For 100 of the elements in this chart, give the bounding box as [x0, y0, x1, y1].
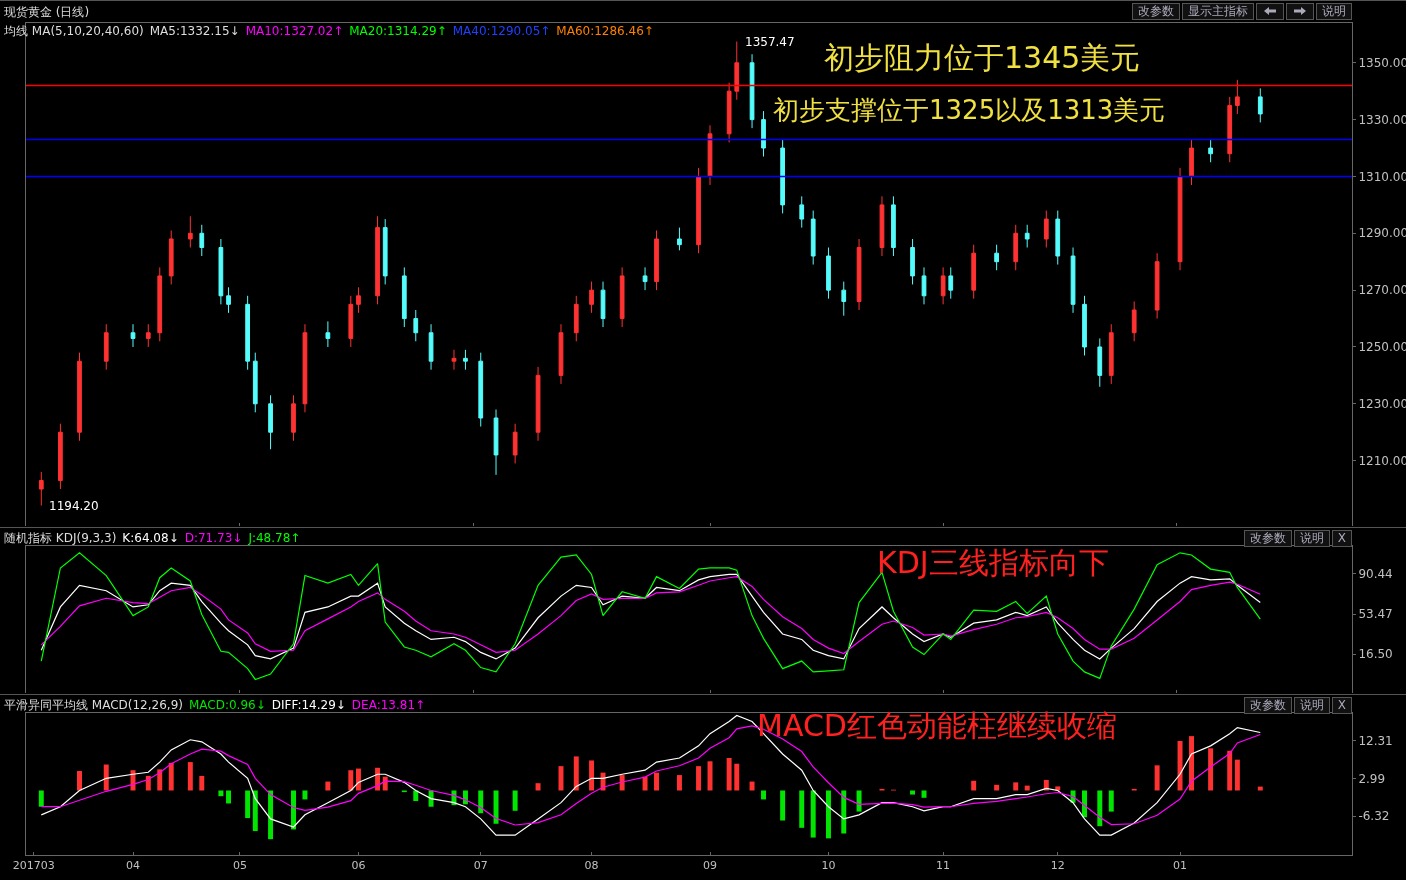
bar	[218, 790, 224, 797]
candlestick	[77, 352, 82, 442]
candlestick	[451, 349, 457, 371]
bar	[1227, 750, 1233, 791]
text: 说明	[1293, 530, 1330, 547]
chart-title: 现货黄金 (日线)	[4, 4, 90, 21]
candlestick	[910, 238, 915, 285]
candlestick	[558, 323, 564, 385]
bar	[1154, 765, 1160, 791]
candlestick	[382, 218, 388, 285]
candlestick	[1131, 301, 1137, 342]
candlestick	[600, 281, 606, 328]
candlestick	[187, 215, 193, 248]
candlestick	[226, 286, 231, 314]
candlestick	[799, 195, 805, 229]
candlestick	[826, 247, 831, 300]
candlestick	[841, 281, 847, 317]
bar	[761, 790, 766, 800]
candlestick	[375, 215, 380, 305]
candlestick	[1070, 247, 1076, 314]
bar	[77, 771, 82, 791]
candlestick	[749, 53, 755, 129]
bar	[168, 762, 174, 791]
candlestick	[1154, 252, 1160, 320]
x-tick-label: 01	[1173, 859, 1188, 873]
bar	[535, 783, 541, 791]
candlestick	[478, 352, 484, 428]
candlestick	[879, 195, 885, 257]
bar	[245, 790, 251, 819]
text: 改参数	[1243, 530, 1292, 547]
annotation: MA5:1332.15↓	[149, 24, 240, 38]
candlestick	[1097, 337, 1103, 388]
candlestick	[291, 394, 296, 442]
y-tick-label: 90.44	[1358, 567, 1393, 582]
candlestick	[921, 266, 927, 305]
candlestick	[573, 295, 579, 342]
candlestick	[168, 229, 174, 285]
bar	[910, 790, 916, 795]
candlestick	[218, 238, 224, 305]
candlestick	[302, 323, 308, 413]
y-tick-label: 53.47	[1358, 607, 1393, 622]
chart-title: 随机指标 KDJ(9,3,3)	[4, 531, 117, 545]
bar	[573, 756, 579, 791]
candlestick	[130, 323, 136, 348]
bar	[38, 790, 44, 807]
text: 显示主指标	[1182, 3, 1254, 20]
bar	[856, 790, 862, 812]
text: MACD:0.96↓	[188, 698, 266, 712]
bar	[799, 790, 805, 828]
bar	[226, 790, 232, 804]
x-tick-label: 201703	[12, 859, 55, 873]
candlestick	[1189, 139, 1194, 186]
candlestick	[245, 295, 251, 371]
candlestick	[356, 286, 361, 314]
x-tick-label: 10	[821, 859, 836, 873]
chart-title: 平滑异同平均线 MACD(12,26,9)	[4, 698, 183, 712]
bar	[642, 776, 648, 791]
y-tick-label: -6.32	[1358, 809, 1390, 824]
annotation: MA40:1290.05↑	[452, 24, 551, 38]
bar	[413, 790, 419, 802]
bar	[749, 781, 755, 791]
x-tick-label: 05	[232, 859, 247, 873]
bar	[325, 781, 331, 791]
candlestick	[463, 349, 468, 371]
bar	[589, 760, 595, 791]
bar	[157, 769, 163, 791]
bar	[478, 790, 484, 814]
candlestick	[994, 244, 999, 271]
bar	[187, 762, 193, 791]
x-tick-label: 09	[703, 859, 718, 873]
candlestick	[401, 266, 407, 328]
text: 改参数	[1132, 3, 1180, 20]
y-tick-label: 12.31	[1358, 733, 1393, 748]
chart-subtitle: 均线 MA(5,10,20,40,60)	[4, 24, 144, 38]
bar	[825, 790, 831, 839]
candlestick	[780, 139, 785, 214]
bar	[103, 764, 109, 791]
bar	[696, 766, 702, 791]
bar	[199, 775, 205, 791]
bar	[268, 790, 274, 840]
bar	[841, 790, 847, 834]
text: X	[1331, 697, 1352, 714]
annotation: MA20:1314.29↑	[349, 24, 447, 38]
text: 说明	[1316, 3, 1352, 20]
x-tick-label: 12	[1050, 859, 1065, 873]
candlestick	[145, 323, 151, 348]
candlestick	[38, 471, 44, 507]
bar	[654, 772, 659, 791]
bar	[1189, 736, 1194, 791]
y-tick-label: 2.99	[1358, 771, 1386, 786]
candlestick	[1208, 139, 1213, 163]
candlestick	[1043, 210, 1049, 248]
candlestick	[157, 266, 163, 342]
bar	[1234, 759, 1240, 791]
candlestick	[971, 244, 977, 300]
candlestick	[948, 266, 954, 300]
annotation: MA60:1286.46↑	[556, 24, 654, 38]
bar	[1097, 790, 1103, 827]
bar	[348, 770, 354, 791]
candlestick	[325, 320, 331, 348]
